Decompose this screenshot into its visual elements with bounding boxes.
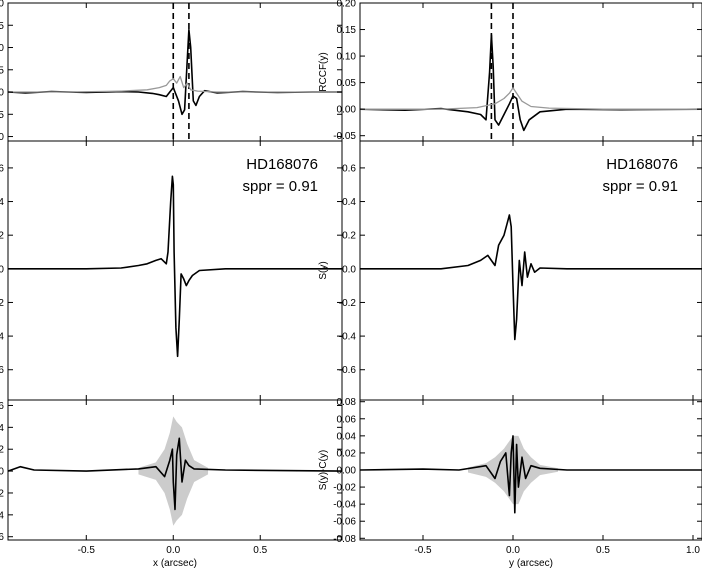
annotation-text: sppr = 0.91: [603, 178, 678, 195]
plot-frame: [7, 399, 343, 541]
y-tick-label: -0.04: [0, 510, 4, 521]
panel-right-top: -0.05 0.00 0.05 0.10 0.15 0.20 RCCF(y): [318, 0, 702, 142]
y-tick-label: -0.06: [0, 532, 4, 543]
x-axis-label: y (arcsec): [509, 558, 553, 568]
y-tick-label: -0.4: [339, 332, 357, 343]
y-tick-label: -0.02: [333, 483, 356, 494]
x-tick-label: 1.0: [686, 545, 700, 556]
y-tick-label: 0.15: [337, 25, 357, 36]
y-axis-label: RCCF(y): [318, 52, 329, 91]
x-axis-label: x (arcsec): [153, 558, 197, 568]
x-tick-label: 0.5: [253, 545, 267, 556]
y-tick-label: 0.0: [0, 264, 4, 275]
y-tick-label: 0.6: [342, 163, 356, 174]
y-tick-label: -0.05: [333, 131, 356, 142]
y-tick-label: 0.15: [0, 21, 4, 32]
series-line-0: [7, 28, 342, 116]
y-tick-label: 0.00: [337, 105, 357, 116]
y-tick-label: 0.04: [0, 423, 4, 434]
annotation-text: sppr = 0.91: [243, 178, 318, 195]
y-tick-label: 0.00: [0, 88, 4, 99]
y-tick-label: 0.4: [0, 197, 4, 208]
y-tick-label: 0.0: [342, 264, 356, 275]
y-tick-label: 0.10: [0, 43, 4, 54]
y-tick-label: 0.10: [337, 52, 357, 63]
plot-frame: [7, 2, 343, 142]
x-tick-label: 0.0: [166, 545, 180, 556]
y-tick-label: 0.02: [0, 445, 4, 456]
y-tick-label: 0.00: [0, 467, 4, 478]
series-line-1: [360, 87, 702, 110]
annotation-text: HD168076: [606, 156, 678, 173]
x-tick-label: -0.5: [78, 545, 96, 556]
y-tick-label: -0.08: [333, 534, 356, 545]
y-tick-label: 0.06: [0, 401, 4, 412]
y-tick-label: 0.06: [337, 414, 357, 425]
y-tick-label: 0.2: [342, 231, 356, 242]
y-tick-label: 0.08: [337, 397, 357, 408]
plot-frame: [359, 2, 702, 142]
x-tick-label: 0.0: [506, 545, 520, 556]
panel-left-mid: -0.6-0.4-0.20.00.20.40.6S(x)HD168076sppr…: [0, 140, 343, 401]
y-tick-label: 0.00: [337, 466, 357, 477]
y-tick-label: -0.02: [0, 488, 4, 499]
series-line-0: [8, 175, 342, 358]
panel-left-bottom: -0.06 -0.04 -0.02 0.00 0.02 0.04 0.06 -0.5 0.0 0.…: [0, 399, 343, 568]
y-tick-label: 0.05: [0, 65, 4, 76]
y-tick-label: 0.04: [337, 431, 357, 442]
y-tick-label: 0.20: [337, 0, 357, 10]
y-tick-label: -0.6: [0, 365, 4, 376]
y-axis-label: S(y): [318, 261, 329, 279]
series-line-1: [8, 75, 342, 93]
series-line-0: [7, 437, 343, 511]
y-tick-label: 0.4: [342, 197, 356, 208]
series-line-0: [360, 214, 702, 341]
x-tick-label: 0.5: [596, 545, 610, 556]
panel-right-mid: -0.6 -0.4 -0.2 0.0 0.2 0.4 0.6 S(y) HD168076 sppr…: [318, 140, 702, 401]
series-line-0: [359, 34, 702, 132]
y-tick-label: -0.05: [0, 110, 4, 121]
x-tick-label: -0.5: [414, 545, 432, 556]
y-tick-label: 0.20: [0, 0, 4, 10]
y-tick-label: -0.10: [0, 132, 4, 143]
y-tick-label: 0.6: [0, 163, 4, 174]
y-tick-label: -0.04: [333, 500, 356, 511]
y-tick-label: 0.02: [337, 448, 357, 459]
y-tick-label: -0.06: [333, 517, 356, 528]
y-axis-label: S(y)-C(y): [318, 450, 329, 491]
y-tick-label: 0.05: [337, 78, 357, 89]
y-tick-label: 0.2: [0, 231, 4, 242]
annotation-text: HD168076: [246, 156, 318, 173]
panel-right-bottom: -0.08 -0.06 -0.04 -0.02 0.00 0.02 0.04 0.06 0.08…: [318, 397, 702, 568]
series-line-0: [359, 435, 702, 514]
y-tick-label: -0.4: [0, 332, 4, 343]
y-tick-label: -0.6: [339, 365, 357, 376]
y-tick-label: -0.2: [339, 298, 357, 309]
y-tick-label: -0.2: [0, 298, 4, 309]
